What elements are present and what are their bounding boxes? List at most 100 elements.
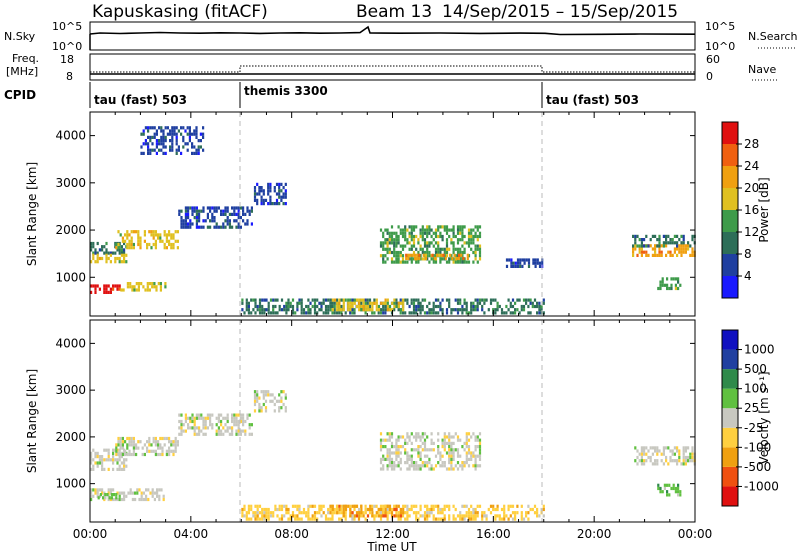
power-cell [228,222,231,226]
velocity-cell [467,438,471,442]
velocity-cell [401,514,405,518]
power-cell [439,250,442,255]
velocity-cell [149,491,152,495]
velocity-cell [137,446,140,450]
power-cell [335,298,339,302]
power-cell [386,250,389,255]
power-cell [162,151,165,155]
power-cell [505,258,509,262]
power-cell [536,311,539,315]
velocity-cell [121,443,124,447]
power-cell [689,244,692,248]
power-cell [665,241,668,245]
power-cell [184,222,187,226]
power-cell [267,189,270,193]
power-cell [170,233,173,237]
power-cell [351,308,354,312]
power-cell [478,257,482,261]
velocity-cell [443,461,446,465]
velocity-cell [448,451,451,455]
power-cell [139,246,142,250]
velocity-cell [441,454,444,458]
power-cell [663,283,666,287]
velocity-cell [406,467,409,471]
power-cell [440,253,443,257]
velocity-cell [126,443,129,447]
velocity-cell [430,448,433,452]
power-cell [481,308,484,312]
velocity-cell [180,413,183,417]
velocity-cell [128,443,131,447]
velocity-cell [132,452,135,457]
velocity-cell [684,449,687,453]
power-cell [445,308,449,312]
power-cell [180,209,183,213]
power-cell [640,253,643,257]
power-cell [439,247,442,251]
power-region-6 [253,182,287,206]
power-cell [419,311,422,315]
velocity-cell [441,438,444,442]
power-cell [163,233,166,237]
power-cell [195,148,198,152]
power-cell [441,308,444,312]
velocity-cell [678,449,681,453]
velocity-cell [202,423,205,427]
power-cell [250,311,253,315]
power-cell [275,202,279,206]
velocity-cell [666,493,669,497]
power-region-11 [632,244,696,257]
power-cell [459,250,462,255]
power-cell [386,301,389,305]
power-cell [189,206,192,210]
power-cell [267,202,270,206]
velocity-cell [415,438,418,442]
power-cell [419,234,422,239]
velocity-cell [275,399,279,403]
power-cell [388,247,391,251]
power-cell [242,209,245,213]
velocity-cell [443,438,446,442]
velocity-cell [673,452,676,456]
power-cell [393,308,396,312]
velocity-cell [439,451,442,455]
power-cell [126,285,129,289]
power-cell [397,254,400,258]
velocity-cell [476,504,479,508]
power-cell [395,304,398,309]
power-cell [133,285,136,289]
velocity-cell [428,457,431,461]
power-cell [116,248,119,252]
power-cell [253,198,257,202]
power-cell [404,231,407,235]
velocity-cell [410,441,413,445]
velocity-cell [285,507,288,512]
power-cell [654,253,657,257]
velocity-cell [191,416,194,420]
power-cell [300,301,303,305]
power-cell [456,260,460,264]
velocity-cell [417,432,420,436]
velocity-cell [241,514,244,518]
velocity-cell [278,406,281,410]
velocity-cell [123,458,126,462]
power-cell [433,256,436,261]
velocity-cell [410,507,413,512]
power-cell [402,298,405,302]
velocity-cell [285,504,288,508]
velocity-cell [168,446,171,450]
power-cell [412,298,416,302]
velocity-cell [536,507,539,512]
power-cell [454,234,457,239]
velocity-cell [342,504,345,508]
velocity-cell [151,488,154,492]
power-cell [434,228,438,232]
power-cell [358,304,361,309]
velocity-cell [215,432,218,436]
power-cell [258,304,262,309]
velocity-cell [656,452,659,456]
power-cell [424,256,428,261]
velocity-cell [430,432,433,436]
power-cell [228,212,231,216]
